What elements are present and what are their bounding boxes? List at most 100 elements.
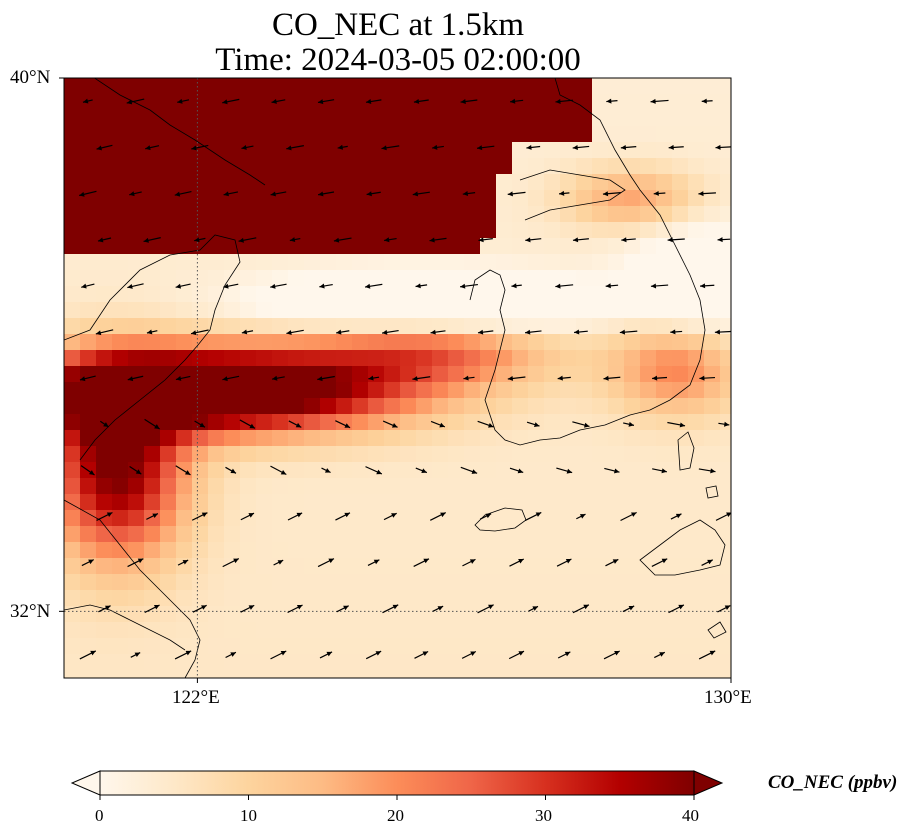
field-cell	[704, 302, 721, 319]
field-cell	[512, 398, 529, 415]
field-cell	[272, 542, 289, 559]
field-cell	[96, 494, 113, 511]
field-cell	[528, 494, 545, 511]
field-cell	[704, 126, 721, 143]
field-cell	[80, 574, 97, 591]
field-cell	[464, 126, 481, 143]
field-cell	[64, 350, 81, 367]
field-cell	[464, 414, 481, 431]
co-concentration-field	[64, 78, 731, 678]
field-cell	[96, 110, 113, 127]
field-cell	[288, 302, 305, 319]
coastline-segment	[64, 234, 241, 461]
field-cell	[416, 286, 433, 303]
field-cell	[192, 446, 209, 463]
field-cell	[320, 590, 337, 607]
field-cell	[704, 398, 721, 415]
field-cell	[448, 638, 465, 655]
field-cell	[528, 574, 545, 591]
field-cell	[416, 526, 433, 543]
field-cell	[496, 302, 513, 319]
field-cell	[368, 366, 385, 383]
field-cell	[656, 302, 673, 319]
field-cell	[112, 270, 129, 287]
field-cell	[112, 238, 129, 255]
field-cell	[464, 574, 481, 591]
field-cell	[224, 606, 241, 623]
wind-arrow	[98, 605, 111, 613]
field-cell	[432, 366, 449, 383]
field-cell	[80, 222, 97, 239]
field-cell	[144, 78, 161, 95]
field-cell	[256, 462, 273, 479]
field-cell	[624, 670, 641, 678]
field-cell	[256, 94, 273, 111]
field-cell	[128, 590, 145, 607]
wind-arrow	[143, 237, 161, 243]
field-cell	[528, 302, 545, 319]
field-cell	[624, 206, 641, 223]
field-cell	[352, 78, 369, 95]
field-cell	[656, 110, 673, 127]
wind-arrow	[528, 605, 539, 612]
field-cell	[368, 430, 385, 447]
field-cell	[576, 478, 593, 495]
field-cell	[384, 254, 401, 271]
wind-arrow	[191, 512, 208, 521]
field-cell	[208, 94, 225, 111]
field-cell	[144, 430, 161, 447]
field-cell	[112, 558, 129, 575]
field-cell	[176, 318, 193, 335]
field-cell	[464, 142, 481, 159]
field-cell	[224, 510, 241, 527]
field-cell	[432, 526, 449, 543]
field-cell	[592, 462, 609, 479]
field-cell	[144, 110, 161, 127]
field-cell	[480, 302, 497, 319]
field-cell	[464, 78, 481, 95]
wind-arrow	[653, 190, 666, 196]
field-cell	[656, 670, 673, 678]
field-cell	[352, 366, 369, 383]
field-cell	[656, 574, 673, 591]
field-cell	[432, 350, 449, 367]
field-cell	[496, 638, 513, 655]
field-cell	[240, 238, 257, 255]
field-cell	[560, 190, 577, 207]
field-cell	[80, 238, 97, 255]
wind-arrow	[194, 420, 206, 428]
field-cell	[496, 558, 513, 575]
field-cell	[512, 334, 529, 351]
field-cell	[192, 254, 209, 271]
field-cell	[208, 158, 225, 175]
field-cell	[448, 542, 465, 559]
field-cell	[416, 318, 433, 335]
field-cell	[528, 414, 545, 431]
field-cell	[304, 126, 321, 143]
field-cell	[656, 414, 673, 431]
field-cell	[240, 94, 257, 111]
field-cell	[640, 286, 657, 303]
field-cell	[160, 606, 177, 623]
field-cell	[384, 638, 401, 655]
field-cell	[96, 606, 113, 623]
field-cell	[240, 126, 257, 143]
wind-arrow	[384, 237, 397, 243]
field-cell	[672, 510, 689, 527]
field-cell	[400, 622, 417, 639]
wind-arrow	[129, 465, 142, 475]
field-cell	[80, 382, 97, 399]
field-cell	[560, 430, 577, 447]
field-cell	[64, 526, 81, 543]
field-cell	[528, 606, 545, 623]
field-cell	[320, 350, 337, 367]
field-cell	[448, 510, 465, 527]
field-cell	[560, 638, 577, 655]
field-cell	[480, 110, 497, 127]
field-cell	[704, 622, 721, 639]
field-cell	[592, 366, 609, 383]
field-cell	[464, 302, 481, 319]
field-cell	[112, 622, 129, 639]
field-cell	[704, 654, 721, 671]
field-cell	[128, 446, 145, 463]
